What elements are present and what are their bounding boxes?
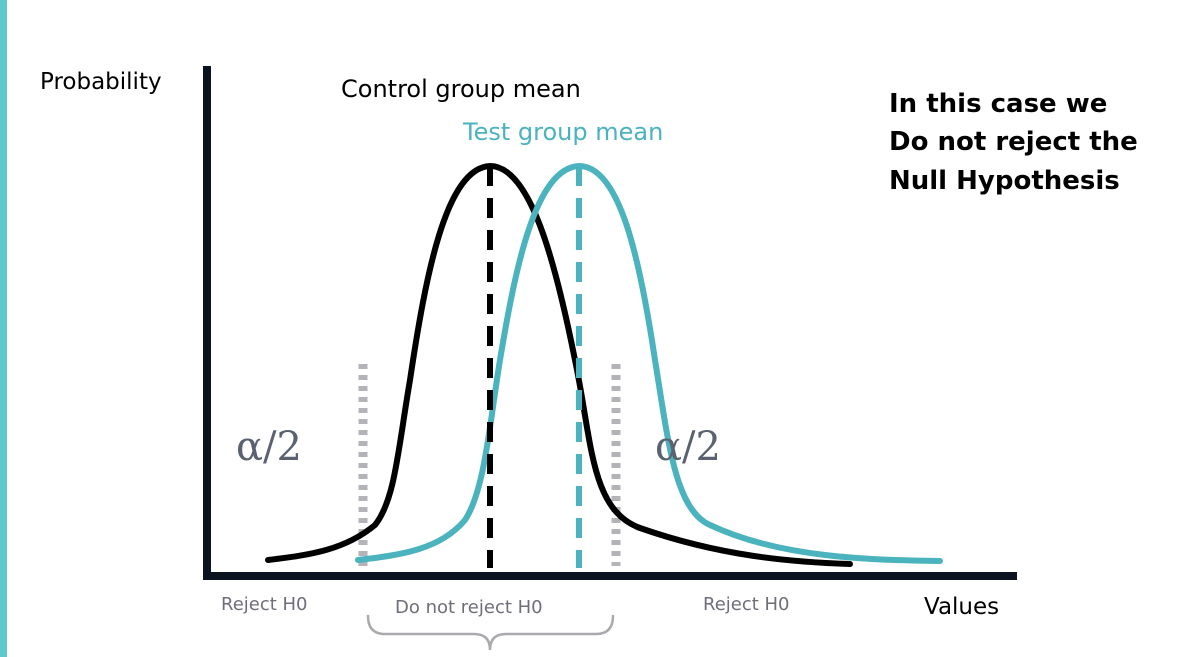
- reject-left-label: Reject H0: [221, 594, 308, 615]
- conclusion-line-2: Do not reject the: [889, 127, 1138, 157]
- do-not-reject-label: Do not reject H0: [395, 597, 543, 618]
- x-axis-label: Values: [924, 594, 999, 620]
- alpha-left-label: α/2: [236, 424, 302, 470]
- alpha-right-label: α/2: [655, 424, 721, 470]
- control-mean-label: Control group mean: [341, 75, 581, 103]
- y-axis-label: Probability: [40, 69, 162, 95]
- reject-right-label: Reject H0: [703, 594, 790, 615]
- test-mean-label: Test group mean: [462, 118, 663, 146]
- control-distribution-curve: [265, 162, 853, 567]
- conclusion-line-1: In this case we: [889, 89, 1107, 119]
- acceptance-region-brace: [366, 614, 615, 651]
- conclusion-line-3: Null Hypothesis: [889, 166, 1120, 196]
- accent-bar: [0, 0, 7, 657]
- test-distribution-curve: [355, 162, 943, 564]
